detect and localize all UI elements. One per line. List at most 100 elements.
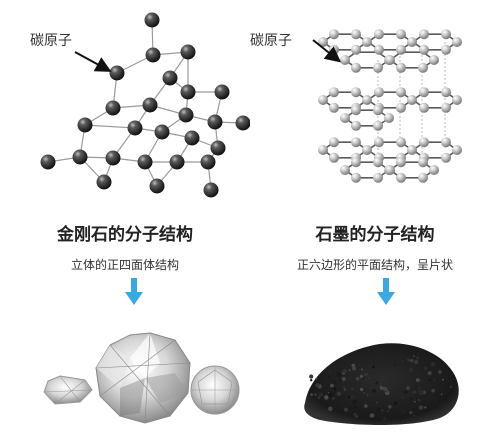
carbon-atom <box>418 173 428 183</box>
powder-grain <box>364 404 368 408</box>
carbon-atom <box>146 48 161 63</box>
powder-grain <box>419 405 424 410</box>
powder-grain <box>342 377 346 381</box>
carbon-atom <box>138 155 153 170</box>
carbon-atom <box>329 87 339 97</box>
powder-grain <box>424 366 428 370</box>
carbon-atom <box>384 113 394 123</box>
powder-grain <box>418 399 419 400</box>
carbon-atom <box>418 157 428 167</box>
carbon-atom <box>396 157 406 167</box>
diamond-title: 金刚石的分子结构 <box>0 220 250 245</box>
carbon-atom <box>351 105 361 115</box>
powder-grain <box>362 378 364 380</box>
carbon-atom <box>329 153 339 163</box>
powder-grain <box>388 405 392 409</box>
powder-grain <box>413 355 415 357</box>
carbon-atom <box>181 45 196 60</box>
powder-grain <box>342 369 346 373</box>
carbon-atom <box>441 45 451 55</box>
carbon-atom <box>106 101 121 116</box>
powder-grain <box>342 381 344 383</box>
carbon-atom <box>396 137 406 147</box>
down-arrow-icon <box>125 278 143 306</box>
carbon-atom <box>204 183 219 198</box>
powder-grain <box>373 361 376 364</box>
carbon-atom <box>407 145 417 155</box>
powder-grain <box>343 386 346 389</box>
carbon-atom <box>441 87 451 97</box>
powder-grain <box>354 413 357 416</box>
carbon-atom <box>155 125 170 140</box>
powder-grain <box>344 389 346 391</box>
powder-grain <box>402 409 406 413</box>
carbon-atom <box>373 173 383 183</box>
powder-grain <box>325 387 327 389</box>
graphite-title: 石墨的分子结构 <box>250 220 500 245</box>
carbon-atom <box>441 103 451 113</box>
powder-grain <box>354 406 357 409</box>
carbon-atom <box>143 98 158 113</box>
powder-grain <box>328 376 331 379</box>
carbon-atom <box>373 157 383 167</box>
powder-grain <box>396 396 399 399</box>
powder-grain <box>450 386 452 388</box>
powder-grain <box>352 367 356 371</box>
powder-grain <box>382 417 386 421</box>
carbon-atom <box>396 29 406 39</box>
carbon-atom <box>452 37 462 47</box>
powder-grain <box>402 397 404 399</box>
carbon-atom <box>418 63 428 73</box>
carbon-atom <box>128 121 143 136</box>
carbon-atom <box>106 151 121 166</box>
graphite-powder-photo <box>250 318 500 434</box>
carbon-atom-label: 碳原子 <box>30 30 72 50</box>
powder-grain <box>422 369 424 371</box>
carbon-atom <box>373 121 383 131</box>
powder-grain <box>396 409 397 410</box>
carbon-atom <box>419 45 429 55</box>
carbon-atom <box>181 85 196 100</box>
carbon-atom <box>329 103 339 113</box>
graphite-subtitle: 正六边形的平面结构，呈片状 <box>250 256 500 273</box>
powder-grain <box>310 393 313 396</box>
carbon-atom <box>441 153 451 163</box>
carbon-atom <box>396 173 406 183</box>
carbon-atom <box>340 165 350 175</box>
carbon-atom <box>351 87 361 97</box>
carbon-atom <box>351 45 361 55</box>
carbon-atom <box>374 29 384 39</box>
down-arrow-icon <box>377 278 395 306</box>
powder-grain <box>409 368 413 372</box>
powder-grain <box>404 390 407 393</box>
carbon-atom <box>351 173 361 183</box>
powder-grain <box>382 384 384 386</box>
carbon-atom <box>201 155 216 170</box>
carbon-atom <box>329 137 339 147</box>
carbon-atom <box>340 55 350 65</box>
carbon-atom <box>185 131 200 146</box>
diamond-gem-photo <box>0 318 250 434</box>
powder-grain <box>419 388 420 389</box>
powder-grain <box>410 359 413 362</box>
carbon-atom <box>362 145 372 155</box>
carbon-atom <box>441 137 451 147</box>
powder-grain <box>328 393 332 397</box>
powder-grain <box>309 374 313 378</box>
powder-grain <box>377 408 380 411</box>
powder-grain <box>402 361 403 362</box>
powder-grain <box>356 377 360 381</box>
carbon-atom <box>163 71 178 86</box>
carbon-atom <box>351 137 361 147</box>
powder-grain <box>360 375 363 378</box>
powder-grain <box>316 395 318 397</box>
powder-grain <box>344 408 348 412</box>
carbon-atom <box>396 103 406 113</box>
carbon-atom <box>441 29 451 39</box>
powder-grain <box>337 392 341 396</box>
powder-grain <box>348 396 351 399</box>
powder-grain <box>394 364 396 366</box>
powder-grain <box>372 389 376 393</box>
powder-grain <box>430 385 431 386</box>
powder-grain <box>342 357 346 361</box>
